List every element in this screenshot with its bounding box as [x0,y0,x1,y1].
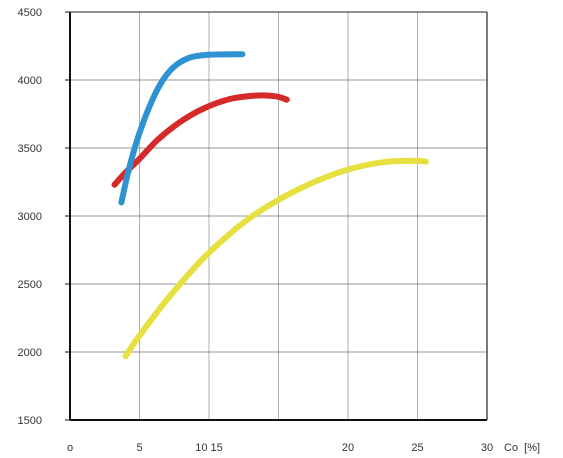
x-tick-label-5: 30 [481,442,493,454]
label-layer: 1500 2000 2500 3000 3500 4000 4500 o 5 10 15 20 25 3… [18,7,541,454]
y-tick-label-2: 2500 [18,279,42,291]
y-tick-label-4: 3500 [18,143,42,155]
y-tick-label-1: 2000 [18,347,42,359]
x-tick-label-1: 5 [136,442,142,454]
y-tick-label-5: 4000 [18,75,42,87]
x-tick-label-4: 25 [411,442,423,454]
y-tick-label-6: 4500 [18,7,42,19]
series-layer [111,51,429,360]
y-tick-label-0: 1500 [18,415,42,427]
grid-layer [70,12,487,420]
axes-layer [65,11,488,421]
series-line-2 [122,157,429,360]
x-tick-label-2: 10 15 [195,442,223,454]
x-tick-label-0: o [67,442,73,454]
y-tick-label-3: 3000 [18,211,42,223]
x-axis-label: Co [%] [504,442,540,454]
series-line-1 [111,92,290,188]
x-tick-label-3: 20 [342,442,354,454]
series-line-0 [118,51,246,206]
